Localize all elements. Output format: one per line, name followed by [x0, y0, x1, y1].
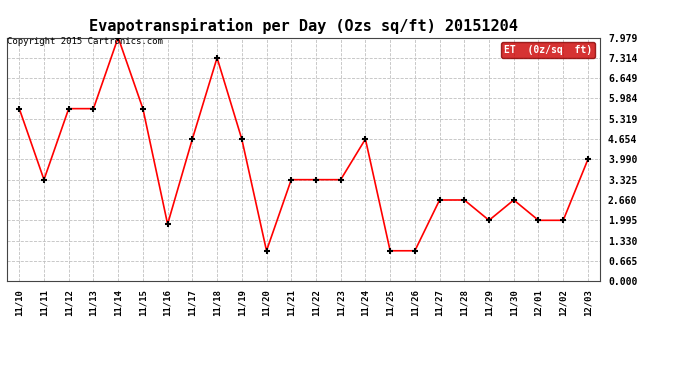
Title: Evapotranspiration per Day (Ozs sq/ft) 20151204: Evapotranspiration per Day (Ozs sq/ft) 2…	[89, 18, 518, 33]
Text: Copyright 2015 Cartronics.com: Copyright 2015 Cartronics.com	[7, 38, 163, 46]
Legend: ET  (0z/sq  ft): ET (0z/sq ft)	[502, 42, 595, 58]
